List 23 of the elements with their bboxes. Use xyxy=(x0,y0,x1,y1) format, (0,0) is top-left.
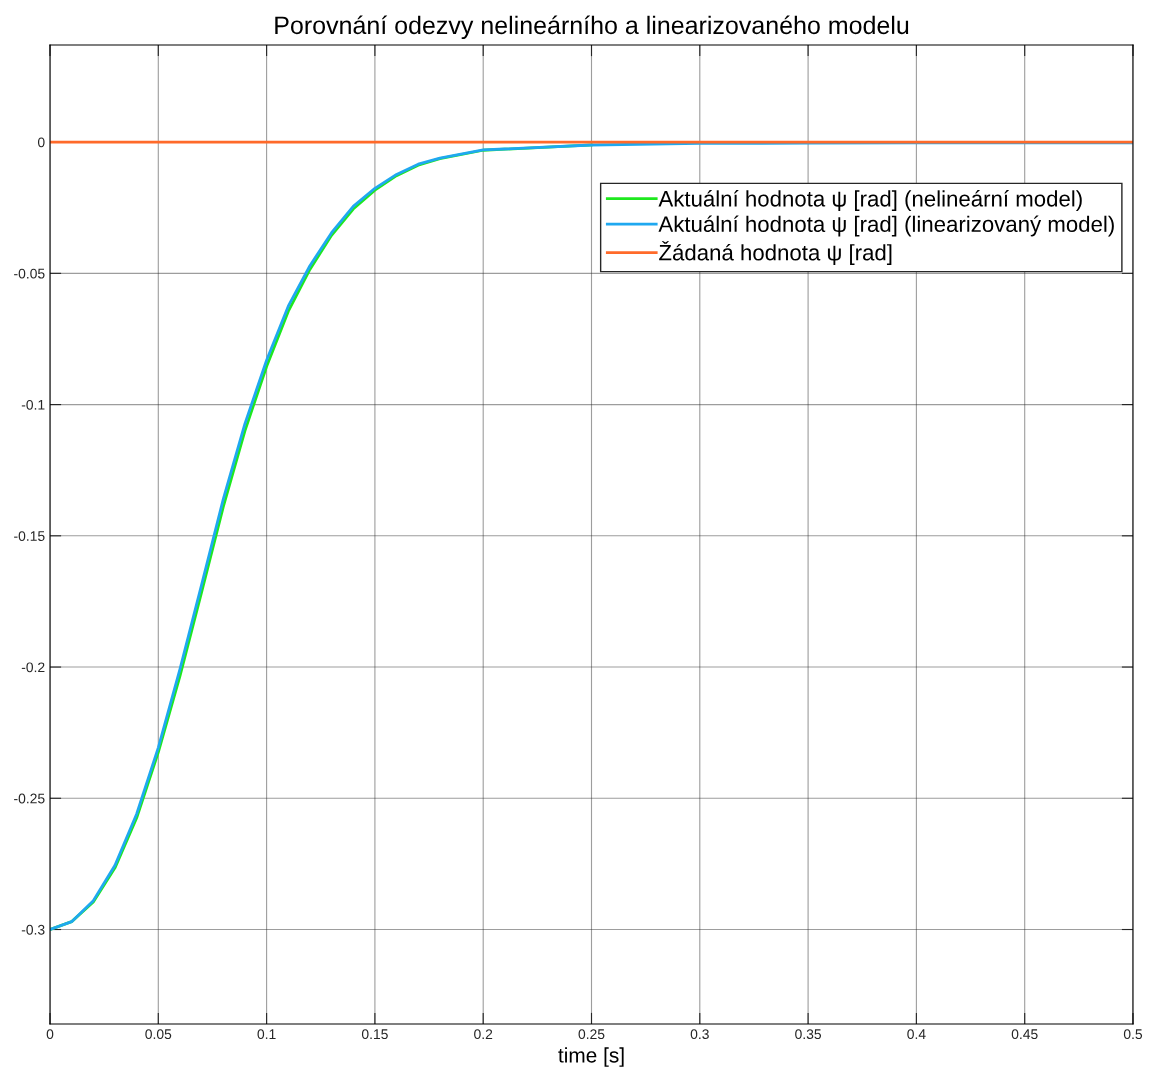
y-tick-label: -0.2 xyxy=(21,662,45,673)
y-tick-label: -0.15 xyxy=(14,531,45,541)
x-tick-label: 0.1 xyxy=(257,1029,276,1040)
y-tick-label: -0.25 xyxy=(14,793,45,804)
x-tick-label: 0.45 xyxy=(1011,1029,1038,1040)
x-axis-title: time [s] xyxy=(558,1047,624,1067)
x-tick-label: 0.15 xyxy=(361,1029,388,1040)
x-tick-label: 0.4 xyxy=(907,1029,926,1040)
x-tick-label: 0.5 xyxy=(1123,1029,1143,1040)
y-tick-label: -0.05 xyxy=(14,268,45,279)
x-tick-label: 0.2 xyxy=(474,1029,493,1040)
x-tick-label: 0.25 xyxy=(578,1029,605,1040)
chart-title: Porovnání odezvy nelineárního a linearizovaného modelu xyxy=(275,15,909,40)
x-tick-label: 0 xyxy=(46,1029,54,1040)
legend-label: Žádaná hodnota ψ [rad] xyxy=(659,240,892,265)
legend-label: Aktuální hodnota ψ [rad] (linearizovaný model) xyxy=(658,215,1114,237)
x-tick-label: 0.3 xyxy=(690,1029,709,1040)
x-tick-label: 0.35 xyxy=(795,1029,822,1040)
y-tick-label: -0.1 xyxy=(21,399,45,410)
y-tick-label: -0.3 xyxy=(21,924,45,935)
y-tick-label: 0 xyxy=(37,137,45,148)
legend-label: Aktuální hodnota ψ [rad] (nelineární model) xyxy=(658,190,1082,212)
x-tick-label: 0.05 xyxy=(145,1029,172,1040)
